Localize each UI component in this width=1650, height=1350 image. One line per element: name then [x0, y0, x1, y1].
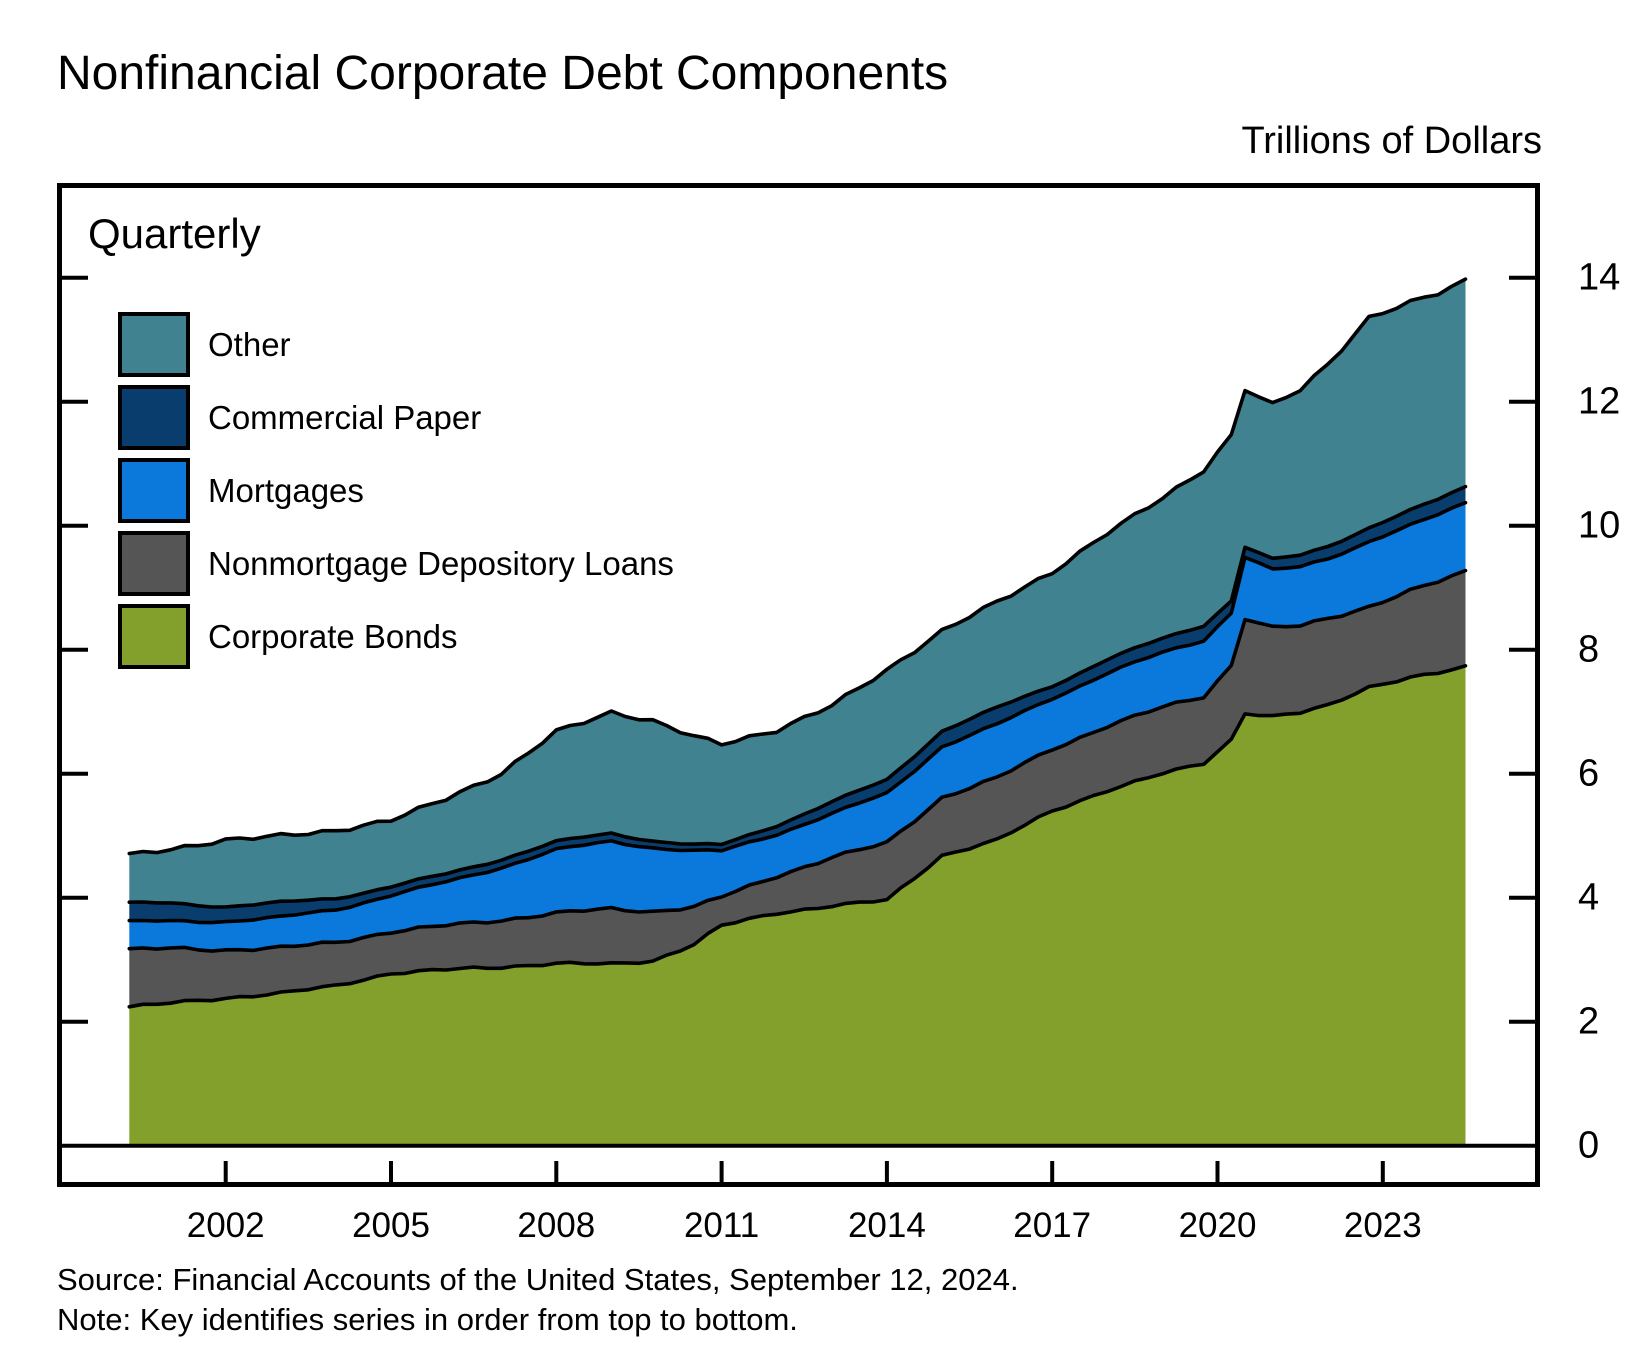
x-axis-tick-label-2008: 2008 [517, 1206, 596, 1245]
legend-swatch-other [118, 312, 190, 377]
y-axis-tick-label-0: 0 [1578, 1124, 1600, 1167]
x-axis-tick-label-2002: 2002 [186, 1206, 265, 1245]
plot-frame [57, 183, 1540, 1187]
area-band-nonmortgage_depository_loans [129, 570, 1466, 1007]
x-axis-tick-label-2020: 2020 [1178, 1206, 1257, 1245]
legend-label-corporate-bonds: Corporate Bonds [208, 618, 458, 655]
legend-swatch-mortgages [118, 458, 190, 523]
y-axis-tick-label-6: 6 [1578, 752, 1600, 795]
y-axis-units-label: Trillions of Dollars [1241, 120, 1542, 162]
band-outline [127, 568, 1468, 953]
legend-swatch-nonmortgage-depository-loans [118, 531, 190, 596]
x-axis-tick-label-2011: 2011 [683, 1206, 760, 1245]
y-axis-tick-label-14: 14 [1578, 256, 1621, 299]
band-outline [127, 664, 1468, 1009]
band-outline [127, 484, 1468, 909]
y-axis-tick-label-8: 8 [1578, 628, 1600, 671]
legend-label-commercial-paper: Commercial Paper [208, 399, 482, 436]
source-line: Source: Financial Accounts of the United… [57, 1262, 1019, 1297]
band-outline [127, 500, 1468, 925]
legend-swatch-commercial-paper [118, 385, 190, 450]
chart-title: Nonfinancial Corporate Debt Components [57, 47, 949, 100]
y-axis-tick-label-12: 12 [1578, 380, 1621, 423]
band-outline [127, 277, 1468, 856]
area-band-mortgages [129, 502, 1466, 952]
legend-label-other: Other [208, 326, 291, 363]
y-axis-tick-label-4: 4 [1578, 876, 1600, 919]
area-band-other [129, 279, 1466, 908]
y-axis-tick-label-10: 10 [1578, 504, 1621, 547]
legend-swatch-corporate-bonds [118, 604, 190, 669]
legend-label-mortgages: Mortgages [208, 472, 364, 509]
x-axis-tick-label-2017: 2017 [1013, 1206, 1092, 1245]
area-band-corporate_bonds [129, 665, 1466, 1146]
frequency-label: Quarterly [88, 210, 261, 257]
x-axis-tick-label-2023: 2023 [1343, 1206, 1422, 1245]
x-axis-tick-label-2005: 2005 [352, 1206, 430, 1245]
y-axis-tick-label-2: 2 [1578, 1000, 1600, 1043]
x-axis-tick-label-2014: 2014 [847, 1206, 926, 1245]
legend-label-nonmortgage-depository-loans: Nonmortgage Depository Loans [208, 545, 674, 582]
note-line: Note: Key identifies series in order fro… [57, 1302, 798, 1337]
